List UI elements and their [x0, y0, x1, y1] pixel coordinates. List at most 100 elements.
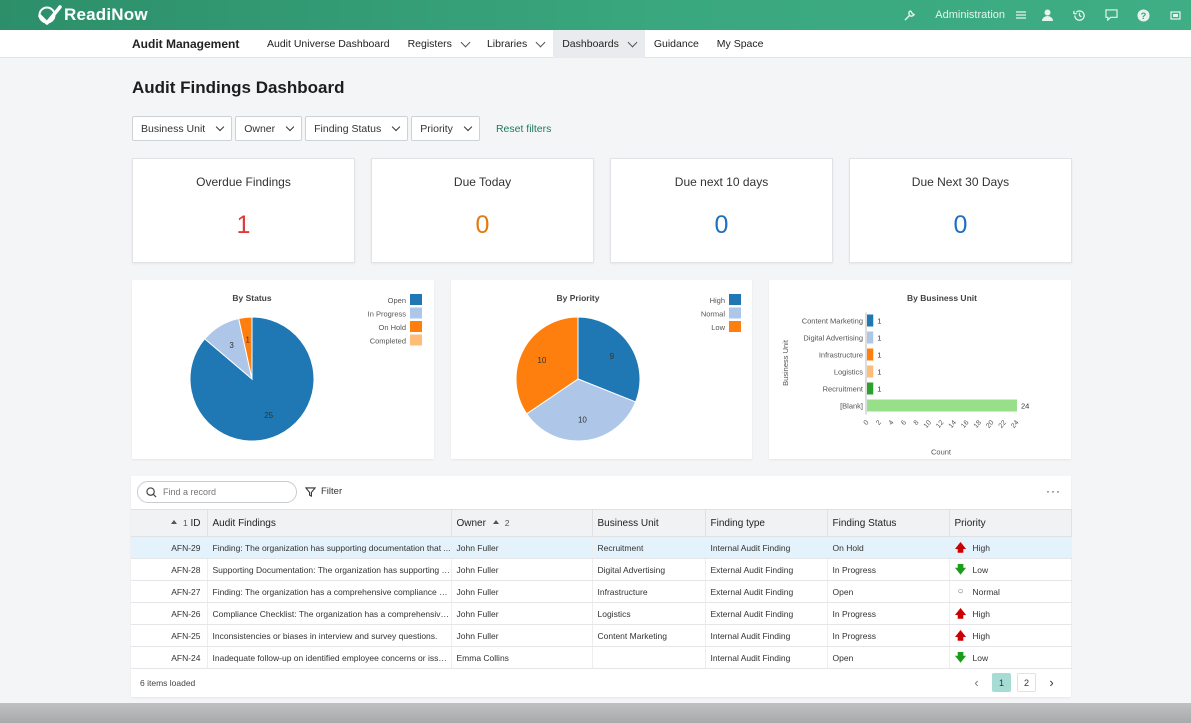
owner-cell: John Fuller: [451, 558, 593, 581]
kpi-card-due-30-days[interactable]: Due Next 30 Days 0: [849, 158, 1072, 263]
pie-slice-on-hold: [238, 316, 253, 380]
x-tick-label: 0: [863, 419, 871, 427]
filter-button[interactable]: Filter: [305, 486, 342, 497]
by-status-pie-chart[interactable]: By Status 25 3 1 Open In Progress On Hold Compl…: [132, 280, 434, 459]
chart-title: By Status: [232, 293, 271, 303]
kpi-card-due-10-days[interactable]: Due next 10 days 0: [610, 158, 833, 263]
pagination: ‹ 1 2 ›: [967, 673, 1061, 692]
chat-icon[interactable]: [1095, 0, 1127, 30]
chevron-down-icon: [285, 122, 295, 131]
prev-page-icon[interactable]: ‹: [974, 675, 979, 690]
column-header-finding-type[interactable]: Finding type: [705, 509, 828, 537]
status-cell: In Progress: [827, 624, 950, 647]
bar-data-label: 1: [877, 385, 881, 394]
finding-status-filter[interactable]: Finding Status: [305, 116, 409, 141]
legend-swatch: [729, 321, 741, 332]
help-icon[interactable]: ?: [1127, 0, 1159, 30]
nav-item-guidance[interactable]: Guidance: [645, 30, 708, 58]
by-business-unit-bar-chart[interactable]: By Business Unit Content Marketing 1 Digita…: [769, 280, 1071, 459]
history-icon[interactable]: [1063, 0, 1095, 30]
legend-swatch: [410, 321, 422, 332]
id-cell: AFN-25: [131, 624, 208, 647]
business-unit-cell: Content Marketing: [592, 624, 706, 647]
column-header-priority[interactable]: Priority: [949, 509, 1072, 537]
arrow-up-icon: 🡅: [954, 541, 967, 554]
app-logo[interactable]: ReadiNow: [38, 4, 148, 26]
user-icon[interactable]: [1031, 0, 1063, 30]
business-unit-cell: [592, 646, 706, 669]
column-header-id[interactable]: 1 ID: [131, 509, 208, 537]
column-label: Priority: [954, 517, 986, 529]
by-business-unit-chart-panel: By Business Unit Content Marketing 1 Digita…: [769, 280, 1071, 459]
sort-order: 2: [504, 517, 510, 528]
filter-label: Filter: [321, 486, 343, 497]
finding-cell: Inconsistencies or biases in interview a…: [207, 624, 452, 647]
column-header-audit-findings[interactable]: Audit Findings: [207, 509, 452, 537]
reset-filters-link[interactable]: Reset filters: [495, 122, 552, 135]
slice-data-label: 25: [264, 411, 273, 420]
nav-item-audit-universe-dashboard[interactable]: Audit Universe Dashboard: [258, 30, 399, 58]
slice-data-label: 3: [229, 341, 234, 350]
administration-menu[interactable]: Administration: [935, 9, 1005, 21]
by-priority-chart-panel: By Priority 9 10 10 High Normal Low: [451, 280, 752, 459]
table-row[interactable]: AFN-27 Finding: The organization has a c…: [131, 580, 1072, 603]
table-row[interactable]: AFN-28 Supporting Documentation: The org…: [131, 558, 1072, 581]
priority-label: High: [972, 608, 990, 619]
priority-cell: 🡅 High: [949, 536, 1072, 559]
findings-grid-panel: Filter ··· 1 ID Audit Findings Owner 2 B…: [131, 476, 1072, 697]
circle-icon: ○: [957, 586, 964, 597]
column-header-finding-status[interactable]: Finding Status: [827, 509, 950, 537]
priority-label: Normal: [972, 587, 1000, 597]
slice-data-label: 1: [245, 336, 250, 345]
sort-icon: [492, 519, 499, 524]
owner-filter[interactable]: Owner: [235, 116, 303, 141]
bar-digital-advertising: [867, 331, 874, 344]
x-tick-label: 20: [985, 419, 995, 430]
page-1-button[interactable]: 1: [992, 673, 1011, 692]
table-row[interactable]: AFN-26 Compliance Checklist: The organiz…: [131, 602, 1072, 625]
table-row[interactable]: AFN-25 Inconsistencies or biases in inte…: [131, 624, 1072, 647]
wrench-icon[interactable]: [893, 0, 925, 30]
priority-cell: ○ Normal: [949, 580, 1072, 603]
id-cell: AFN-28: [131, 558, 208, 581]
legend-swatch: [410, 334, 422, 346]
fullscreen-icon[interactable]: [1159, 0, 1191, 30]
hamburger-menu-icon[interactable]: [1011, 0, 1031, 30]
business-unit-filter[interactable]: Business Unit: [132, 116, 233, 141]
by-priority-pie-chart[interactable]: By Priority 9 10 10 High Normal Low: [451, 280, 752, 459]
table-row[interactable]: AFN-29 Finding: The organization has sup…: [131, 536, 1072, 559]
legend-label: Completed: [370, 337, 406, 346]
kpi-label: Overdue Findings: [196, 175, 291, 189]
x-tick-label: 12: [935, 419, 945, 430]
app-name[interactable]: Audit Management: [132, 37, 240, 51]
search-input[interactable]: [163, 487, 283, 497]
nav-item-my-space[interactable]: My Space: [708, 30, 773, 58]
kpi-card-overdue[interactable]: Overdue Findings 1: [132, 158, 355, 263]
nav-item-libraries[interactable]: Libraries: [478, 30, 553, 58]
nav-item-registers[interactable]: Registers: [399, 30, 478, 58]
page-2-button[interactable]: 2: [1017, 673, 1036, 692]
priority-cell: 🡅 High: [949, 602, 1072, 625]
column-header-owner[interactable]: Owner 2: [451, 509, 593, 537]
priority-filter[interactable]: Priority: [411, 116, 480, 141]
y-tick-label: Recruitment: [823, 385, 864, 394]
bar-data-label: 1: [877, 317, 881, 326]
bottom-strip: [0, 703, 1191, 723]
more-options-button[interactable]: ···: [1046, 484, 1061, 498]
owner-cell: John Fuller: [451, 602, 593, 625]
nav-item-dashboards[interactable]: Dashboards: [553, 30, 645, 58]
legend-swatch: [410, 307, 422, 319]
next-page-icon[interactable]: ›: [1049, 675, 1054, 690]
business-unit-cell: Logistics: [592, 602, 706, 625]
search-box[interactable]: [137, 481, 297, 503]
x-tick-label: 4: [888, 419, 896, 427]
id-cell: AFN-26: [131, 602, 208, 625]
filter-label: Business Unit: [141, 122, 206, 135]
legend-label: Open: [388, 296, 406, 305]
legend-label: Normal: [701, 310, 726, 319]
table-row[interactable]: AFN-24 Inadequate follow-up on identifie…: [131, 646, 1072, 669]
findings-table: 1 ID Audit Findings Owner 2 Business Uni…: [131, 509, 1072, 669]
kpi-card-due-today[interactable]: Due Today 0: [371, 158, 594, 263]
column-header-business-unit[interactable]: Business Unit: [592, 509, 706, 537]
arrow-down-icon: 🡇: [954, 563, 967, 576]
